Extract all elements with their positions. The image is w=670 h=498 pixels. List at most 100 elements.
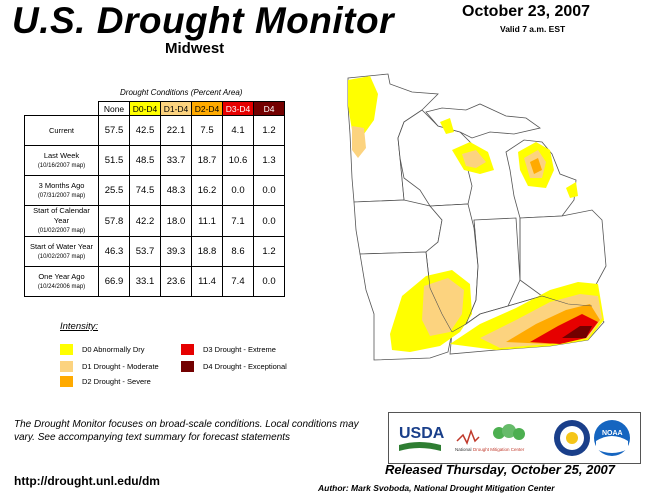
- row-label: 3 Months Ago (07/31/2007 map): [24, 175, 99, 206]
- website-link[interactable]: http://drought.unl.edu/dm: [14, 474, 160, 488]
- state-ohio: [519, 209, 607, 305]
- table-cell: 11.4: [191, 266, 223, 297]
- table-cell: 1.2: [253, 236, 285, 267]
- valid-time: Valid 7 a.m. EST: [500, 24, 566, 34]
- table-cell: 22.1: [160, 115, 192, 146]
- page-title: U.S. Drought Monitor: [12, 0, 394, 41]
- drought-layers: [348, 76, 604, 352]
- row-label-text: Current: [48, 125, 74, 135]
- logos-graphic: USDA National Drought Mitigation Center …: [399, 420, 630, 456]
- legend-item-d0: D0 Abnormally Dry: [60, 344, 145, 355]
- table-cell: 42.2: [129, 205, 161, 237]
- row-label-text: 3 Months Ago: [38, 180, 85, 190]
- ndmc-line2: Drought Mitigation Center: [473, 447, 525, 452]
- legend-label-d4: D4 Drought - Exceptional: [203, 362, 287, 371]
- table-cell: 11.1: [191, 205, 223, 237]
- author-credit: Author: Mark Svoboda, National Drought M…: [318, 483, 555, 493]
- table-cell: 10.6: [222, 145, 254, 176]
- map-date: October 23, 2007: [462, 3, 591, 20]
- table-cell: 33.7: [160, 145, 192, 176]
- ndmc-line1: National: [455, 447, 472, 452]
- legend-swatch-d0: [60, 344, 73, 355]
- legend-item-d3: D3 Drought - Extreme: [181, 344, 276, 355]
- disclaimer-note: The Drought Monitor focuses on broad-sca…: [14, 419, 359, 443]
- row-label: Start of Water Year (10/02/2007 map): [24, 236, 99, 267]
- table-cell: 66.9: [98, 266, 130, 297]
- row-label: Last Week (10/16/2007 map): [24, 145, 99, 176]
- partner-logos: USDA National Drought Mitigation Center …: [388, 412, 641, 464]
- legend-item-d1: D1 Drought - Moderate: [60, 361, 159, 372]
- legend-label-d1: D1 Drought - Moderate: [82, 362, 159, 371]
- legend-label-d2: D2 Drought - Severe: [82, 377, 151, 386]
- table-cell: 23.6: [160, 266, 192, 297]
- col-header-d0-d4: D0-D4: [129, 101, 161, 116]
- table-caption: Drought Conditions (Percent Area): [120, 88, 243, 97]
- row-label-sub: (01/02/2007 map): [37, 228, 86, 234]
- legend-item-d4: D4 Drought - Exceptional: [181, 361, 287, 372]
- noaa-logo: NOAA: [594, 420, 630, 456]
- table-row: Start of Calendar Year (01/02/2007 map) 57…: [24, 205, 285, 237]
- table-cell: 48.3: [160, 175, 192, 206]
- table-cell: 74.5: [129, 175, 161, 206]
- d1-minnesota-area: [352, 126, 366, 158]
- table-corner: [24, 101, 99, 116]
- table-cell: 53.7: [129, 236, 161, 267]
- table-cell: 39.3: [160, 236, 192, 267]
- legend-title: Intensity:: [60, 321, 99, 332]
- table-cell: 33.1: [129, 266, 161, 297]
- d1-north-wi-area: [462, 150, 486, 168]
- d0-thumb-area: [566, 182, 578, 198]
- legend-label-d0: D0 Abnormally Dry: [82, 345, 145, 354]
- table-cell: 51.5: [98, 145, 130, 176]
- table-cell: 0.0: [253, 205, 285, 237]
- table-cell: 7.4: [222, 266, 254, 297]
- table-cell: 8.6: [222, 236, 254, 267]
- legend-swatch-d4: [181, 361, 194, 372]
- midwest-drought-map: [347, 73, 607, 361]
- row-label-sub: (10/16/2007 map): [37, 162, 86, 169]
- noaa-logo-text: NOAA: [602, 430, 623, 437]
- col-header-d3-d4: D3-D4: [222, 101, 254, 116]
- d1-mo-il-area: [422, 278, 464, 336]
- table-cell: 16.2: [191, 175, 223, 206]
- legend-swatch-d2: [60, 376, 73, 387]
- usda-logo: USDA: [399, 425, 445, 451]
- commerce-seal: [554, 420, 590, 456]
- table-cell: 0.0: [222, 175, 254, 206]
- table-cell: 48.5: [129, 145, 161, 176]
- table-cell: 46.3: [98, 236, 130, 267]
- table-cell: 18.8: [191, 236, 223, 267]
- d0-upper-michigan-area: [440, 118, 454, 134]
- col-header-d4: D4: [253, 101, 285, 116]
- table-cell: 0.0: [253, 175, 285, 206]
- col-header-d2-d4: D2-D4: [191, 101, 223, 116]
- row-label-text: One Year Ago: [38, 271, 85, 281]
- table-row: 3 Months Ago (07/31/2007 map) 25.5 74.5 48.3…: [24, 175, 285, 206]
- table-cell: 25.5: [98, 175, 130, 206]
- row-label-text: Start of Water Year: [29, 241, 94, 251]
- table-cell: 42.5: [129, 115, 161, 146]
- table-cell: 18.0: [160, 205, 192, 237]
- legend-swatch-d1: [60, 361, 73, 372]
- release-date: Released Thursday, October 25, 2007: [385, 462, 616, 477]
- table-row: Last Week (10/16/2007 map) 51.5 48.5 33.7 18.…: [24, 145, 285, 176]
- state-iowa: [353, 199, 443, 255]
- legend-swatch-d3: [181, 344, 194, 355]
- row-label: One Year Ago (10/24/2006 map): [24, 266, 99, 297]
- state-borders: [397, 121, 593, 333]
- row-label-sub: (10/02/2007 map): [37, 253, 86, 260]
- table-cell: 1.2: [253, 115, 285, 146]
- state-michigan-up: [425, 103, 541, 139]
- table-cell: 57.8: [98, 205, 130, 237]
- table-cell: 4.1: [222, 115, 254, 146]
- row-label-text: Last Week: [43, 150, 80, 160]
- ndmc-logo: National Drought Mitigation Center: [455, 424, 525, 452]
- col-header-none: None: [98, 101, 130, 116]
- table-row: One Year Ago (10/24/2006 map) 66.9 33.1 23.6…: [24, 266, 285, 297]
- table-cell: 1.3: [253, 145, 285, 176]
- row-label-sub: (10/24/2006 map): [37, 283, 86, 290]
- row-label-sub: (07/31/2007 map): [37, 192, 86, 199]
- table-row: Start of Water Year (10/02/2007 map) 46.3 5…: [24, 236, 285, 267]
- col-header-d1-d4: D1-D4: [160, 101, 192, 116]
- usda-logo-text: USDA: [399, 425, 445, 442]
